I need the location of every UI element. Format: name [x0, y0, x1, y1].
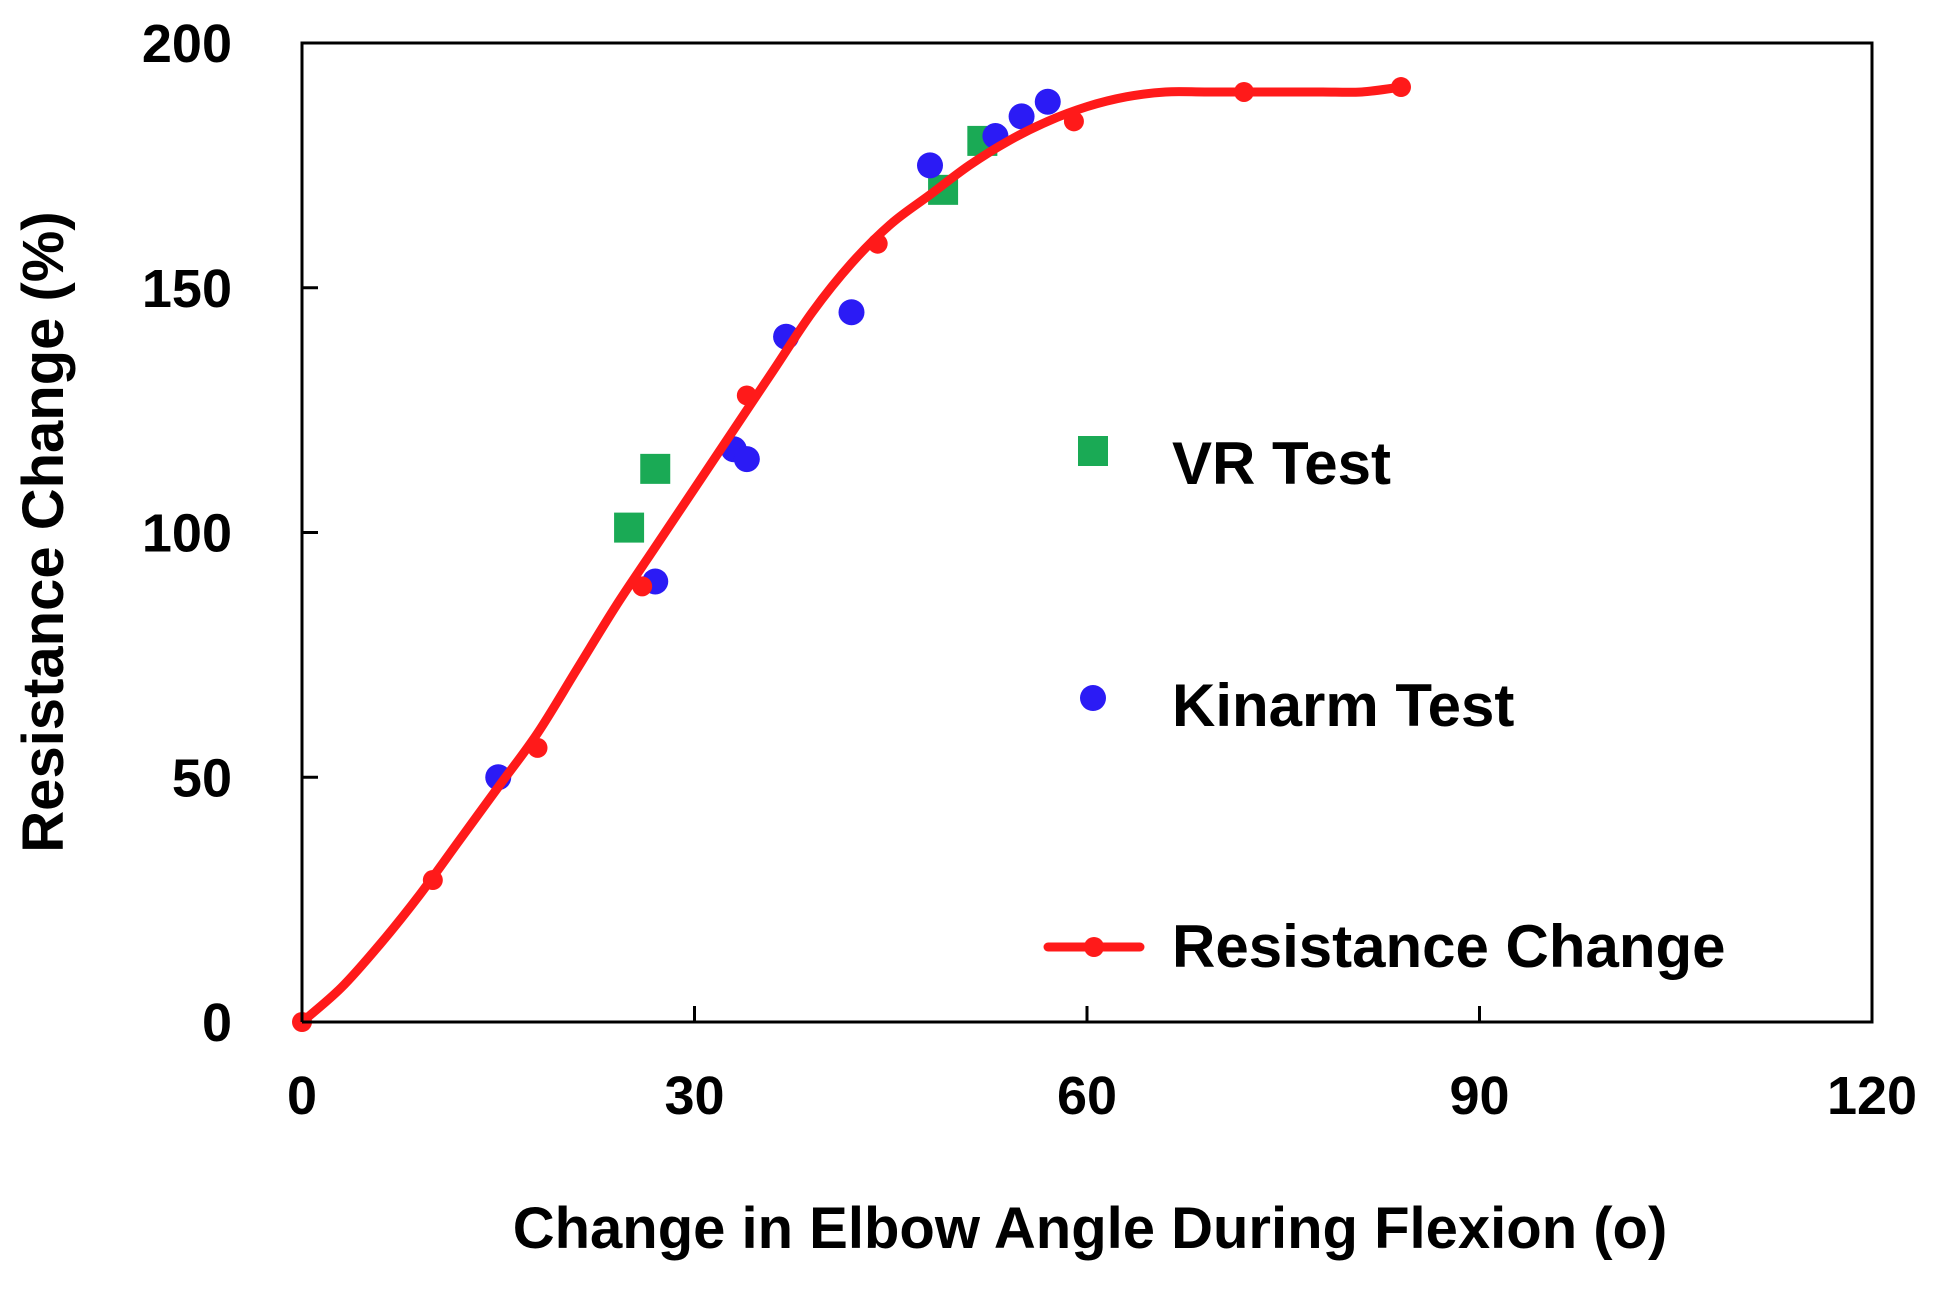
x-tick-label: 60: [1057, 1066, 1117, 1126]
x-axis: 0 30 60 90 120: [287, 1006, 1917, 1126]
kinarm-test-point: [733, 446, 760, 473]
resistance-change-point: [867, 233, 888, 254]
vr-test-point: [640, 453, 671, 484]
legend-marker-dot: [1084, 937, 1104, 957]
legend-label-kinarm-test: Kinarm Test: [1172, 672, 1514, 739]
legend-label-resistance-change: Resistance Change: [1172, 913, 1726, 980]
legend-item-resistance-change: Resistance Change: [1043, 913, 1726, 980]
legend: VR Test Kinarm Test Resistance Change: [1043, 430, 1726, 980]
plot-frame: [300, 41, 1874, 1024]
resistance-change-point: [527, 737, 548, 758]
x-tick-label: 30: [664, 1066, 724, 1126]
legend-marker-square: [1078, 436, 1108, 466]
y-tick-label: 50: [172, 748, 232, 808]
x-tick-label: 90: [1449, 1066, 1509, 1126]
kinarm-test-point: [1034, 88, 1061, 115]
resistance-change-point: [632, 576, 653, 597]
y-tick-label: 200: [142, 14, 232, 74]
x-tick-label: 0: [287, 1066, 317, 1126]
legend-item-kinarm-test: Kinarm Test: [1080, 672, 1514, 739]
y-axis: 0 50 100 150 200: [142, 14, 318, 1053]
y-tick-label: 0: [202, 993, 232, 1053]
vr-test-point: [614, 512, 645, 543]
legend-label-vr-test: VR Test: [1172, 430, 1391, 497]
legend-item-vr-test: VR Test: [1078, 430, 1391, 497]
resistance-change-point: [1391, 77, 1411, 98]
x-axis-label: Change in Elbow Angle During Flexion (o): [513, 1196, 1668, 1261]
resistance-change-point: [1234, 81, 1254, 102]
kinarm-test-point: [838, 299, 865, 326]
y-axis-label: Resistance Change (%): [11, 211, 76, 852]
y-tick-label: 100: [142, 504, 232, 564]
series-resistance-change: [292, 77, 1411, 1032]
kinarm-test-point: [1008, 103, 1035, 130]
resistance-change-point: [736, 385, 757, 406]
x-tick-label: 120: [1827, 1066, 1917, 1126]
plot-area: [292, 41, 1874, 1032]
resistance-change-line: [297, 82, 1406, 1027]
kinarm-test-point: [917, 152, 943, 179]
resistance-change-point: [422, 870, 443, 891]
resistance-change-point: [1063, 111, 1084, 132]
legend-marker-circle: [1080, 685, 1106, 711]
y-tick-label: 150: [142, 259, 232, 319]
